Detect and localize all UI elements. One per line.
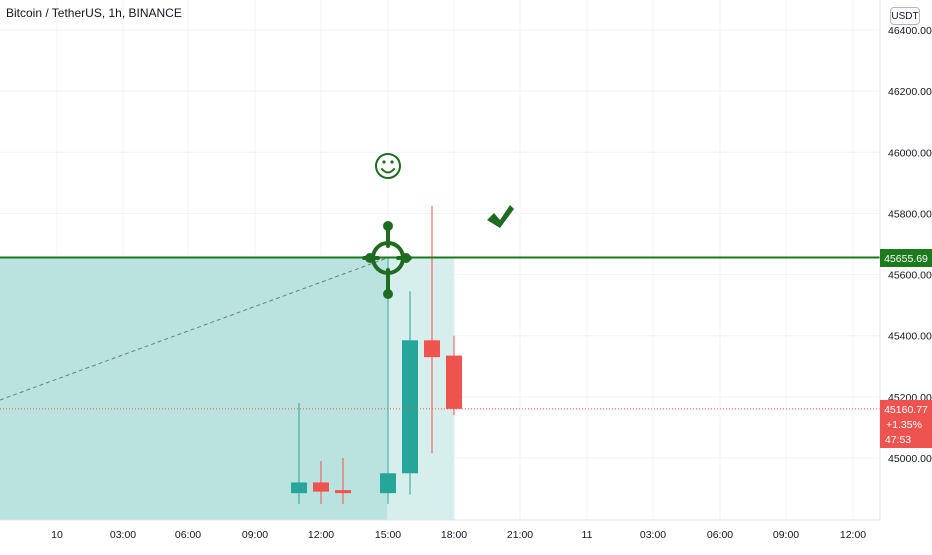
- time-tick-label: 12:00: [840, 529, 866, 541]
- price-tick-label: 45600.00: [888, 270, 932, 282]
- current-price-label[interactable]: 45160.77 +1.35% 47:53: [880, 400, 932, 448]
- candle-body: [335, 490, 351, 494]
- target-price-label[interactable]: 45655.69: [880, 249, 932, 267]
- candle-body: [313, 482, 329, 492]
- candle[interactable]: [402, 291, 418, 495]
- candle-body: [424, 340, 440, 358]
- time-tick-label: 18:00: [441, 529, 467, 541]
- target-crosshair-icon[interactable]: [362, 221, 412, 299]
- time-tick-label: 21:00: [507, 529, 533, 541]
- time-tick-label: 09:00: [242, 529, 268, 541]
- time-tick-label: 15:00: [375, 529, 401, 541]
- candle[interactable]: [446, 335, 462, 416]
- time-tick-label: 03:00: [110, 529, 136, 541]
- horizontal-lines[interactable]: [0, 256, 880, 410]
- long-position-zone-right: [387, 258, 454, 520]
- price-axis[interactable]: 46400.00 46200.00 46000.00 45800.00 45600.00…: [888, 25, 932, 465]
- time-axis[interactable]: 10 03:00 06:00 09:00 12:00 15:00 18:00 21:00 11 0…: [51, 529, 866, 541]
- long-position-zone: [0, 258, 454, 520]
- price-tick-label: 45800.00: [888, 208, 932, 220]
- candle[interactable]: [335, 458, 351, 504]
- candle-countdown-text: 47:53: [885, 434, 911, 446]
- time-tick-label: 03:00: [640, 529, 666, 541]
- time-tick-label: 12:00: [308, 529, 334, 541]
- price-tick-label: 46000.00: [888, 147, 932, 159]
- projection-dashed-line: [0, 257, 388, 401]
- currency-button[interactable]: USDT: [890, 7, 920, 25]
- price-tick-label: 46400.00: [888, 25, 932, 37]
- candle-body: [402, 340, 418, 474]
- smiley-icon[interactable]: [375, 153, 401, 179]
- symbol-title: Bitcoin / TetherUS, 1h, BINANCE: [6, 6, 182, 20]
- price-tick-label: 45000.00: [888, 453, 932, 465]
- time-tick-label: 11: [582, 529, 593, 541]
- candle[interactable]: [424, 205, 440, 454]
- current-price-text: 45160.77: [884, 404, 928, 416]
- time-tick-label: 10: [51, 529, 63, 541]
- candle-body: [446, 355, 462, 409]
- candle[interactable]: [313, 461, 329, 504]
- time-tick-label: 06:00: [175, 529, 201, 541]
- checkmark-icon[interactable]: [487, 205, 514, 228]
- price-tick-label: 46200.00: [888, 86, 932, 98]
- price-tick-label: 45400.00: [888, 331, 932, 343]
- price-change-text: +1.35%: [886, 419, 922, 431]
- target-price-text: 45655.69: [884, 253, 928, 265]
- candle-body: [291, 482, 307, 494]
- time-tick-label: 06:00: [707, 529, 733, 541]
- time-tick-label: 09:00: [773, 529, 799, 541]
- candle-body: [380, 473, 396, 494]
- candle[interactable]: [291, 402, 307, 504]
